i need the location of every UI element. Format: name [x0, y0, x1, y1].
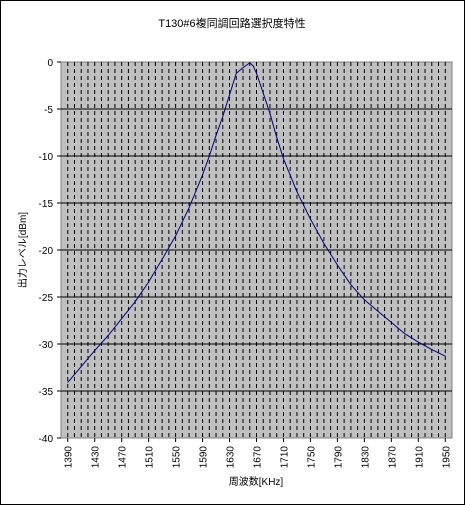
y-tick-label: -35: [39, 387, 54, 398]
series-layer: [67, 62, 446, 383]
y-tick-label: -40: [39, 434, 54, 445]
y-tick-label: -5: [44, 105, 53, 116]
chart-title: T130#6複同調回路選択度特性: [158, 16, 305, 30]
x-tick-label: 1670: [253, 446, 264, 469]
x-tick-label: 1390: [64, 446, 75, 469]
x-tick-label: 1510: [145, 446, 156, 469]
x-tick-label: 1870: [387, 446, 398, 469]
x-tick-label: 1590: [199, 446, 210, 469]
x-tick-label: 1550: [172, 446, 183, 469]
y-tick-label: -15: [39, 199, 54, 210]
x-tick-label: 1790: [333, 446, 344, 469]
series-line: [67, 62, 446, 383]
x-tick-label: 1710: [279, 446, 290, 469]
y-tick-label: -10: [39, 152, 54, 163]
y-tick-label: -30: [39, 340, 54, 351]
y-axis-ticks: 0 -5 -10 -15 -20 -25 -30 -35 -40: [39, 58, 61, 445]
x-tick-label: 1470: [118, 446, 129, 469]
x-tick-label: 1430: [91, 446, 102, 469]
grid: [61, 62, 452, 438]
y-tick-label: -20: [39, 246, 54, 257]
x-tick-label: 1630: [226, 446, 237, 469]
y-axis-label: 出力レベル[dBm]: [16, 212, 29, 288]
y-tick-label: 0: [47, 58, 53, 69]
x-tick-label: 1750: [306, 446, 317, 469]
y-tick-label: -25: [39, 293, 54, 304]
x-tick-label: 1830: [360, 446, 371, 469]
x-tick-label: 1910: [414, 446, 425, 469]
x-axis-label: 周波数[KHz]: [229, 475, 284, 488]
x-tick-label: 1950: [441, 446, 452, 469]
x-axis-ticks: 1390 1430 1470 1510 1550 1590 1630 1670 1710 1750…: [64, 438, 452, 469]
